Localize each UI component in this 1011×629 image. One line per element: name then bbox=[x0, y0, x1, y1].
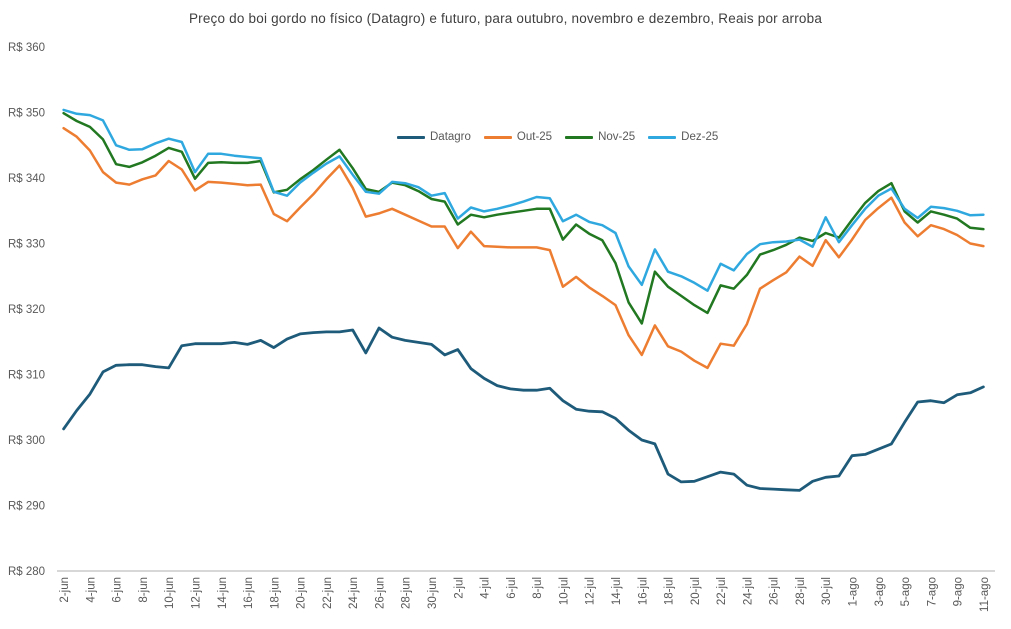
x-tick-label: 14-jul bbox=[611, 577, 623, 605]
y-tick-label: R$ 330 bbox=[8, 239, 45, 251]
x-tick-label: 16-jun bbox=[243, 577, 255, 609]
legend-label-dez-25: Dez-25 bbox=[681, 131, 719, 143]
chart-legend: Datagro Out-25 Nov-25 Dez-25 bbox=[397, 131, 718, 143]
y-tick-label: R$ 280 bbox=[8, 566, 45, 578]
x-tick-label: 8-jul bbox=[532, 577, 544, 599]
x-tick-label: 7-ago bbox=[926, 577, 938, 606]
x-tick-label: 11-ago bbox=[979, 577, 991, 612]
legend-item-nov-25[interactable]: Nov-25 bbox=[565, 131, 635, 143]
x-tick-label: 20-jun bbox=[296, 577, 308, 609]
x-tick-label: 22-jun bbox=[322, 577, 334, 609]
x-tick-label: 2-jun bbox=[59, 577, 71, 603]
x-tick-label: 1-ago bbox=[848, 577, 860, 606]
legend-label-datagro: Datagro bbox=[430, 131, 471, 143]
chart-title: Preço do boi gordo no físico (Datagro) e… bbox=[188, 11, 823, 26]
x-tick-label: 22-jul bbox=[716, 577, 728, 605]
y-tick-label: R$ 290 bbox=[8, 501, 45, 513]
x-tick-label: 24-jun bbox=[348, 577, 360, 609]
x-tick-label: 10-jul bbox=[558, 577, 570, 605]
x-tick-label: 4-jul bbox=[480, 577, 492, 599]
legend-label-nov-25: Nov-25 bbox=[598, 131, 636, 143]
x-tick-label: 28-jul bbox=[795, 577, 807, 605]
x-tick-label: 18-jul bbox=[664, 577, 676, 605]
y-tick-label: R$ 320 bbox=[8, 304, 45, 316]
legend-label-out-25: Out-25 bbox=[516, 131, 553, 143]
x-tick-label: 6-jun bbox=[112, 577, 124, 603]
series-line-nov-25 bbox=[62, 111, 985, 325]
dez-25-line-swatch bbox=[648, 135, 677, 139]
y-tick-label: R$ 340 bbox=[8, 173, 45, 185]
legend-item-dez-25[interactable]: Dez-25 bbox=[648, 131, 718, 143]
x-tick-label: 3-ago bbox=[874, 577, 886, 606]
x-tick-label: 2-jul bbox=[453, 577, 465, 599]
x-tick-label: 4-jun bbox=[85, 577, 97, 603]
x-tick-label: 30-jun bbox=[427, 577, 439, 609]
x-tick-label: 24-jul bbox=[742, 577, 754, 605]
legend-item-datagro[interactable]: Datagro bbox=[397, 131, 471, 143]
datagro-line-swatch bbox=[397, 135, 425, 139]
x-tick-label: 28-jun bbox=[401, 577, 413, 609]
x-tick-label: 8-jun bbox=[138, 577, 150, 603]
x-tick-label: 10-jun bbox=[164, 577, 176, 609]
series-line-datagro bbox=[62, 326, 985, 492]
nov-25-line-swatch bbox=[565, 135, 594, 139]
x-tick-label: 16-jul bbox=[637, 577, 649, 605]
x-tick-label: 26-jul bbox=[769, 577, 781, 605]
series-line-out-25 bbox=[62, 126, 985, 370]
x-tick-label: 14-jun bbox=[217, 577, 229, 609]
x-tick-label: 12-jun bbox=[190, 577, 202, 609]
y-tick-label: R$ 350 bbox=[8, 108, 45, 120]
x-tick-label: 6-jul bbox=[506, 577, 518, 599]
legend-item-out-25[interactable]: Out-25 bbox=[483, 131, 553, 143]
y-tick-label: R$ 310 bbox=[8, 370, 45, 382]
series-line-dez-25 bbox=[62, 108, 985, 292]
x-tick-label: 30-jul bbox=[821, 577, 833, 605]
x-tick-label: 18-jun bbox=[269, 577, 281, 609]
y-tick-label: R$ 300 bbox=[8, 435, 45, 447]
x-tick-label: 12-jul bbox=[585, 577, 597, 605]
x-tick-label: 20-jul bbox=[690, 577, 702, 605]
x-tick-label: 5-ago bbox=[900, 577, 912, 606]
x-tick-label: 26-jun bbox=[374, 577, 386, 609]
x-tick-label: 9-ago bbox=[953, 577, 965, 606]
y-tick-label: R$ 360 bbox=[8, 42, 45, 54]
out-25-line-swatch bbox=[483, 135, 512, 139]
